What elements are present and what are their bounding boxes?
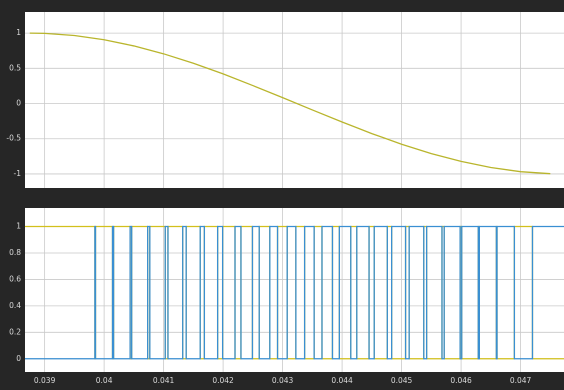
y-tick-label: 1 (16, 222, 21, 231)
y-tick-label: 0.4 (9, 301, 21, 310)
y-tick-label: 0.5 (9, 63, 21, 72)
y-tick-label: 0.2 (9, 327, 21, 336)
y-tick-label: -1 (14, 169, 22, 178)
x-tick-label: 0.04 (96, 376, 113, 385)
plot-layer (25, 208, 564, 372)
x-tick-label: 0.045 (391, 376, 413, 385)
plot-layer (25, 12, 564, 188)
signal-line (25, 225, 564, 360)
x-tick-label: 0.041 (153, 376, 175, 385)
signal-line (29, 32, 551, 175)
y-tick-label: -0.5 (6, 134, 21, 143)
x-tick-label: 0.044 (331, 376, 353, 385)
x-tick-label: 0.039 (34, 376, 56, 385)
y-tick-label: 1 (16, 28, 21, 37)
plot-area (25, 12, 564, 188)
x-tick-label: 0.047 (510, 376, 532, 385)
x-tick-label: 0.042 (212, 376, 234, 385)
y-tick-label: 0 (16, 99, 21, 108)
y-tick-label: 0 (16, 354, 21, 363)
y-tick-label: 0.8 (9, 248, 21, 257)
plot-area (25, 208, 564, 372)
y-tick-label: 0.6 (9, 274, 21, 283)
x-tick-label: 0.043 (272, 376, 294, 385)
x-tick-label: 0.046 (450, 376, 472, 385)
